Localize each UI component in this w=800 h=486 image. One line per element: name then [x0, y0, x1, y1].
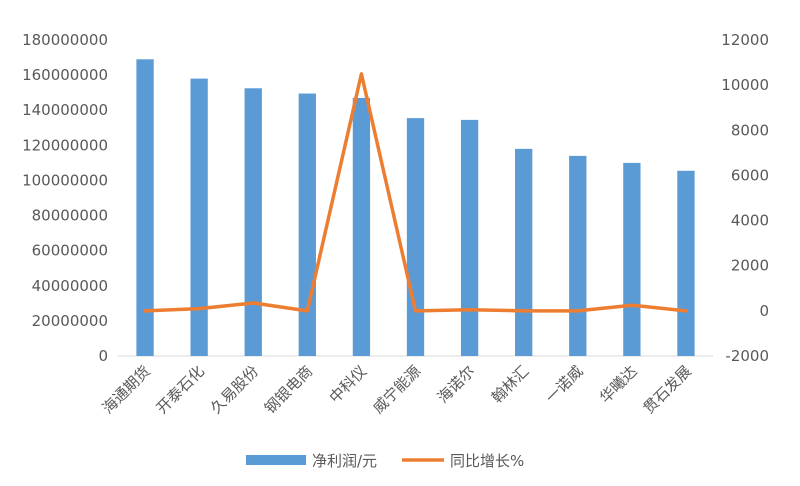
- bar: [406, 118, 425, 356]
- bar: [623, 162, 641, 356]
- right-tick-label: 12000: [721, 31, 769, 49]
- left-tick-label: 140000000: [22, 101, 108, 119]
- right-tick-label: 10000: [721, 76, 769, 94]
- category-label: 贯石发展: [640, 362, 695, 417]
- legend-line-label: 同比增长%: [450, 452, 524, 470]
- left-tick-label: 120000000: [22, 136, 108, 154]
- right-tick-label: 2000: [731, 257, 769, 275]
- line-series: [143, 72, 688, 313]
- bar: [569, 155, 587, 356]
- right-tick-label: -2000: [725, 347, 769, 365]
- category-label: 海通期货: [99, 362, 154, 417]
- category-label: 钢银电商: [261, 362, 316, 417]
- left-tick-label: 80000000: [32, 207, 108, 225]
- left-y-axis: 0 20000000 40000000 60000000 80000000 1000000…: [22, 31, 108, 365]
- left-tick-label: 60000000: [32, 242, 108, 260]
- left-tick-label: 100000000: [22, 171, 108, 189]
- left-tick-label: 40000000: [32, 277, 108, 295]
- right-tick-label: 4000: [731, 212, 769, 230]
- legend-bar-label: 净利润/元: [312, 452, 377, 470]
- right-tick-label: 0: [759, 302, 769, 320]
- category-label: 开泰石化: [153, 362, 208, 417]
- bar: [136, 59, 154, 357]
- category-label: 翰林汇: [488, 362, 533, 407]
- category-label: 中科仪: [326, 362, 371, 407]
- category-label: 威宁能源: [369, 362, 424, 417]
- left-tick-label: 180000000: [22, 31, 108, 49]
- bar: [190, 78, 208, 356]
- category-label: 一诺威: [542, 362, 587, 407]
- legend-bar-swatch: [246, 455, 306, 465]
- legend: 净利润/元 同比增长%: [246, 452, 524, 470]
- bar: [677, 170, 695, 356]
- left-tick-label: 160000000: [22, 66, 108, 84]
- bar: [460, 119, 479, 356]
- category-label: 海诺尔: [434, 362, 479, 407]
- category-label: 久易股份: [207, 362, 262, 417]
- right-y-axis: -2000 0 2000 4000 6000 8000 10000 12000: [721, 31, 769, 365]
- left-tick-label: 0: [98, 347, 108, 365]
- bar: [515, 148, 533, 356]
- right-tick-label: 6000: [731, 166, 769, 184]
- category-label: 华曦达: [596, 362, 641, 407]
- bar: [244, 88, 262, 357]
- right-tick-label: 8000: [731, 121, 769, 139]
- bar-series: [136, 59, 695, 357]
- bar: [298, 93, 316, 357]
- left-tick-label: 20000000: [32, 312, 108, 330]
- bar: [352, 97, 371, 356]
